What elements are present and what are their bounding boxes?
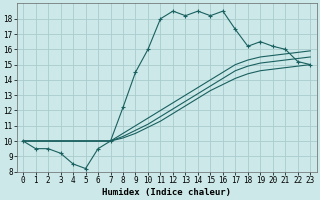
X-axis label: Humidex (Indice chaleur): Humidex (Indice chaleur) — [102, 188, 231, 197]
